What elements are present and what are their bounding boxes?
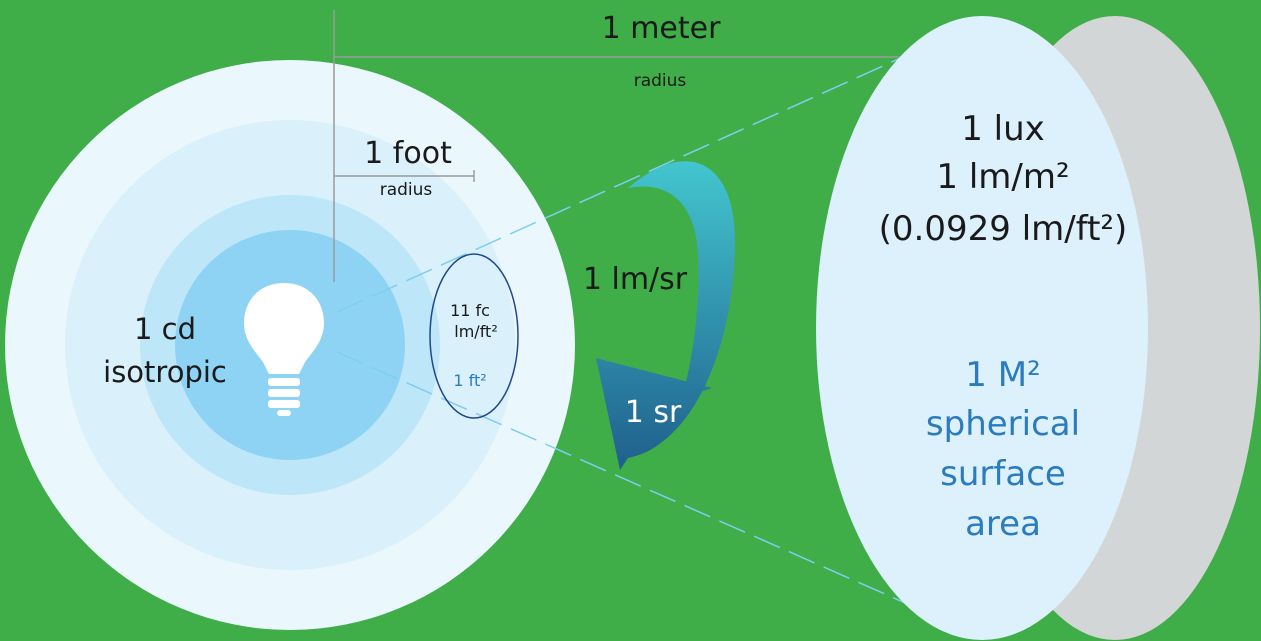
foot-label: 1 foot — [364, 136, 452, 171]
lux-label: 1 lux — [961, 109, 1045, 149]
light-bulb-icon — [244, 283, 324, 416]
surface-label: surface — [940, 454, 1066, 494]
meter-label: 1 meter — [601, 11, 721, 46]
foot-radius-label: radius — [379, 180, 433, 200]
disc-face — [816, 16, 1148, 640]
source-candela-label: 1 cd — [133, 312, 197, 346]
footcandle-label: 11 fc — [450, 301, 490, 320]
meter-radius-label: radius — [633, 71, 687, 91]
lumen-per-sqm-label: 1 lm/m² — [936, 157, 1070, 197]
square-foot-label: 1 ft² — [453, 371, 487, 390]
spherical-label: spherical — [925, 404, 1081, 444]
lumen-per-sqft-label: lm/ft² — [454, 322, 498, 341]
cone-line-upper — [336, 19, 986, 313]
square-meter-label: 1 M² — [965, 355, 1041, 395]
steradian-label: 1 sr — [624, 395, 682, 430]
area-label: area — [965, 504, 1041, 544]
small-patch-ellipse — [429, 253, 519, 419]
cone-line-lower — [336, 351, 981, 637]
lumen-per-steradian-label: 1 lm/sr — [582, 262, 688, 297]
source-isotropic-label: isotropic — [103, 355, 227, 389]
steradian-arrow — [596, 161, 735, 470]
lumen-per-sqft-conversion-label: (0.0929 lm/ft²) — [878, 209, 1128, 249]
